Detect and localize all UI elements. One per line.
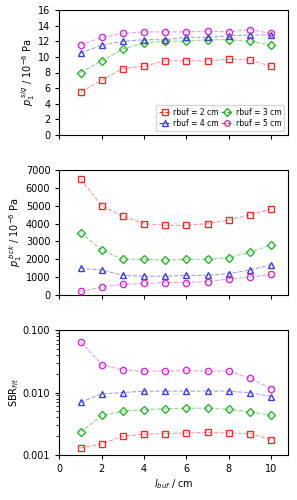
X-axis label: $l_{buf}$ / cm: $l_{buf}$ / cm: [154, 477, 194, 490]
Y-axis label: $p_1^{\ sig}$ / 10$^{-6}$ Pa: $p_1^{\ sig}$ / 10$^{-6}$ Pa: [19, 38, 37, 106]
Y-axis label: $p_1^{\ bck}$ / 10$^{-6}$ Pa: $p_1^{\ bck}$ / 10$^{-6}$ Pa: [7, 198, 24, 268]
Y-axis label: SBR$_{fit}$: SBR$_{fit}$: [8, 378, 21, 407]
Legend: rbuf = 2 cm, rbuf = 4 cm, rbuf = 3 cm, rbuf = 5 cm: rbuf = 2 cm, rbuf = 4 cm, rbuf = 3 cm, r…: [156, 105, 284, 131]
